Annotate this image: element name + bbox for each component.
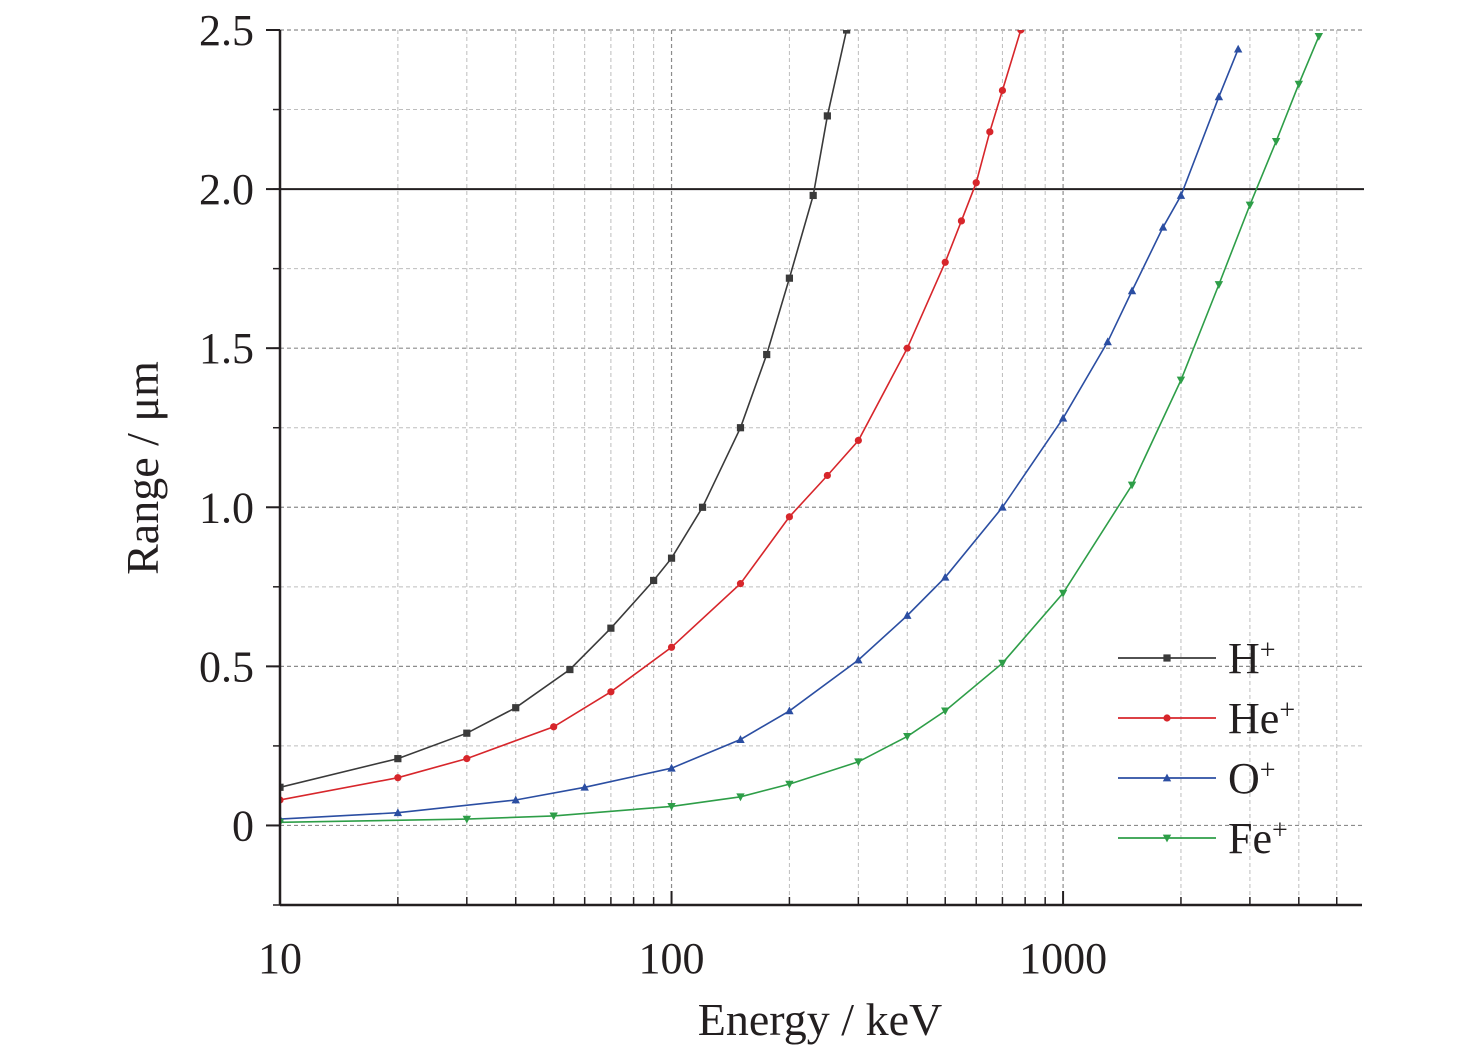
legend-label-he: He+ xyxy=(1228,694,1295,743)
data-point-he xyxy=(736,580,745,588)
data-point-h xyxy=(512,704,520,712)
data-point-he xyxy=(972,179,980,187)
data-point-h xyxy=(843,30,851,34)
x-tick-label: 100 xyxy=(639,934,705,983)
data-point-fe xyxy=(854,758,863,767)
y-tick-label: 0 xyxy=(232,801,254,850)
data-point-fe xyxy=(1245,201,1255,210)
data-point-o xyxy=(941,572,950,581)
y-tick-label: 0.5 xyxy=(199,642,254,691)
plot-area xyxy=(280,30,1324,827)
data-point-fe xyxy=(1314,32,1324,41)
data-point-he xyxy=(903,344,911,352)
data-point-o xyxy=(998,502,1007,511)
legend: H+ He+ O+ Fe+ xyxy=(1118,634,1295,863)
data-point-o xyxy=(1127,286,1137,295)
data-point-he xyxy=(854,436,862,445)
legend-label-o: O+ xyxy=(1228,754,1276,803)
data-point-h xyxy=(566,665,574,674)
legend-label-fe: Fe+ xyxy=(1228,814,1288,863)
data-point-fe xyxy=(549,812,558,821)
legend-marker-he xyxy=(1163,714,1171,722)
data-point-h xyxy=(463,729,471,737)
data-point-fe xyxy=(1271,137,1281,146)
x-axis-label: Energy / keV xyxy=(698,994,942,1045)
x-tick-label: 10 xyxy=(258,934,302,983)
data-point-h xyxy=(280,783,284,791)
data-point-o xyxy=(736,735,745,743)
data-point-h xyxy=(823,112,831,120)
data-point-h xyxy=(809,191,817,200)
data-point-he xyxy=(823,471,831,480)
data-point-fe xyxy=(941,707,950,716)
data-point-he xyxy=(998,86,1007,95)
legend-marker-o xyxy=(1162,773,1172,782)
x-tick-label: 1000 xyxy=(1019,934,1107,983)
data-point-fe xyxy=(1058,589,1068,598)
data-point-h xyxy=(763,350,771,359)
data-point-fe xyxy=(1294,80,1304,89)
data-point-fe xyxy=(903,732,912,741)
data-point-o xyxy=(1158,222,1168,231)
data-point-o xyxy=(854,655,863,664)
data-point-he xyxy=(785,513,794,521)
data-point-h xyxy=(785,274,794,282)
y-tick-label: 1.0 xyxy=(199,483,254,532)
data-point-he xyxy=(463,755,471,763)
data-point-he xyxy=(667,643,676,651)
data-point-fe xyxy=(736,793,745,802)
data-point-o xyxy=(903,611,912,619)
data-point-o xyxy=(393,808,403,817)
data-point-he xyxy=(550,723,558,731)
data-point-o xyxy=(785,706,794,715)
data-point-fe xyxy=(1176,376,1186,385)
data-point-he xyxy=(1017,30,1025,34)
data-point-h xyxy=(650,576,658,585)
y-tick-label: 2.0 xyxy=(199,165,254,214)
data-point-h xyxy=(667,554,676,562)
data-point-he xyxy=(986,128,994,136)
series-line-o xyxy=(280,48,1239,820)
series-line-fe xyxy=(280,36,1320,824)
data-point-o xyxy=(1214,92,1224,101)
data-point-o xyxy=(580,782,589,791)
data-point-h xyxy=(698,503,707,511)
data-point-fe xyxy=(667,802,676,811)
data-point-fe xyxy=(998,659,1007,668)
data-point-fe xyxy=(1214,281,1224,289)
data-point-o xyxy=(1176,191,1186,199)
legend-marker-fe xyxy=(1162,834,1172,843)
legend-marker-h xyxy=(1163,654,1171,662)
data-point-he xyxy=(941,258,949,266)
data-point-h xyxy=(394,755,402,763)
data-point-fe xyxy=(785,780,794,789)
y-tick-label: 2.5 xyxy=(199,6,254,55)
series-line-h xyxy=(280,30,848,789)
data-point-h xyxy=(607,624,615,632)
data-point-o xyxy=(1233,44,1243,53)
y-tick-label: 1.5 xyxy=(199,324,254,373)
data-point-he xyxy=(394,774,402,782)
data-point-he xyxy=(607,688,615,696)
data-point-fe xyxy=(1127,481,1137,490)
legend-label-h: H+ xyxy=(1228,634,1276,683)
series-line-he xyxy=(280,30,1022,801)
data-point-o xyxy=(511,795,520,804)
data-point-o xyxy=(1058,413,1068,422)
data-point-o xyxy=(1103,337,1112,346)
data-point-o xyxy=(667,763,676,772)
y-axis-label: Range / μm xyxy=(117,361,168,575)
data-point-h xyxy=(736,424,745,432)
data-point-he xyxy=(957,217,966,225)
axes: 0 0.5 1.0 1.5 2.0 2.5 10 100 1000 xyxy=(199,6,1362,983)
data-point-fe xyxy=(462,815,472,824)
